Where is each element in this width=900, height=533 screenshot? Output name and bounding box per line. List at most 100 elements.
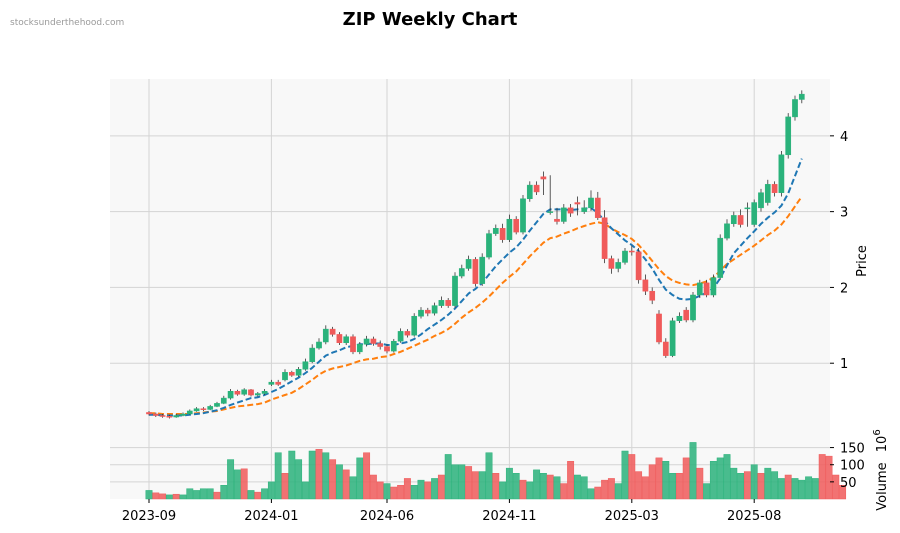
volume-bar	[669, 473, 677, 500]
candle-body	[635, 251, 642, 281]
volume-bar	[444, 454, 452, 500]
volume-bar	[213, 491, 221, 500]
candle-body	[377, 343, 384, 347]
volume-bar	[743, 471, 751, 500]
candle-body	[146, 412, 152, 415]
candle-body	[152, 413, 159, 416]
x-tick-label: 2024-11	[482, 509, 536, 524]
volume-bar	[288, 450, 296, 500]
volume-bar	[301, 481, 309, 500]
volume-bar	[165, 494, 173, 500]
x-tick-label: 2023-09	[122, 509, 176, 524]
candle-body	[662, 341, 669, 356]
y-tick-label: 4	[840, 130, 848, 145]
candle-body	[452, 275, 458, 306]
volume-bar	[655, 457, 663, 500]
volume-bar	[145, 490, 153, 500]
volume-bar	[322, 452, 330, 500]
volume-bar	[777, 478, 785, 500]
volume-bar	[601, 479, 609, 500]
candle-body	[288, 372, 295, 376]
volume-bar	[342, 469, 350, 500]
volume-bar	[240, 468, 248, 500]
volume-bar	[764, 467, 772, 500]
candle-body	[363, 338, 370, 345]
volume-bar	[172, 493, 180, 500]
volume-bar	[791, 478, 799, 500]
candle-body	[594, 197, 601, 218]
candle-body	[282, 372, 288, 381]
candle-body	[472, 259, 479, 284]
volume-bar	[410, 485, 418, 500]
candle-body	[390, 340, 397, 352]
volume-axis-label: Volume 106	[872, 429, 890, 510]
volume-tick-label: 100	[840, 459, 865, 474]
candle-body	[499, 228, 506, 240]
candle-body	[690, 294, 696, 321]
volume-bar	[329, 459, 337, 500]
candle-body	[588, 197, 594, 209]
candle-body	[309, 347, 316, 362]
volume-bar	[716, 457, 724, 500]
volume-bar	[199, 488, 207, 500]
candle-body	[554, 218, 560, 222]
volume-bar	[825, 455, 833, 500]
volume-bar	[356, 457, 364, 500]
candle-body	[227, 391, 234, 399]
volume-bar	[159, 493, 167, 500]
candle-body	[404, 331, 411, 336]
moving-average-lines	[149, 158, 803, 417]
volume-bar	[818, 454, 826, 500]
volume-bar	[193, 490, 201, 500]
volume-bar	[567, 461, 575, 500]
candle-body	[737, 215, 744, 225]
volume-bar	[390, 486, 398, 500]
volume-bar	[186, 488, 194, 500]
price-panel-background	[110, 79, 830, 439]
candle-body	[254, 393, 261, 396]
x-tick-label: 2025-08	[727, 509, 781, 524]
volume-exponent: 6	[872, 429, 883, 435]
volume-bar	[247, 490, 255, 500]
volume-bar	[254, 491, 262, 500]
candle-body	[336, 334, 343, 343]
volume-bar	[580, 476, 588, 500]
volume-bar	[839, 485, 847, 500]
volume-bar	[451, 464, 459, 500]
candle-body	[486, 233, 492, 258]
chart-title: ZIP Weekly Chart	[343, 9, 518, 30]
volume-bar	[383, 483, 391, 500]
volume-bar	[403, 478, 411, 500]
volume-bar	[267, 481, 275, 500]
candle-body	[683, 309, 690, 321]
volume-tick-label: 50	[840, 476, 857, 491]
candle-body	[200, 408, 207, 410]
candle-body	[744, 207, 751, 210]
candle-body	[656, 313, 662, 343]
volume-bar	[499, 481, 507, 500]
x-tick-label: 2024-06	[360, 509, 414, 524]
candle-body	[465, 259, 472, 269]
volume-bar	[335, 464, 343, 500]
volume-bar	[539, 473, 547, 500]
y-tick-label: 1	[840, 357, 848, 372]
volume-bar	[832, 474, 840, 500]
volume-bar	[730, 467, 738, 500]
candle-body	[533, 184, 540, 193]
candle-body	[710, 277, 717, 296]
volume-bar	[621, 450, 629, 500]
candle-body	[356, 344, 363, 353]
volume-bar	[587, 488, 595, 500]
volume-bar	[614, 483, 622, 500]
volume-bars	[145, 442, 847, 500]
candle-body	[248, 389, 254, 396]
volume-label-text: Volume	[875, 462, 890, 510]
volume-bar	[281, 473, 289, 500]
volume-bar	[750, 464, 758, 500]
candle-body	[520, 198, 526, 233]
svg-text:Volume 106: Volume 106	[872, 429, 890, 510]
candle-body	[166, 416, 173, 418]
volume-bar	[471, 471, 479, 500]
candle-body	[275, 381, 282, 385]
